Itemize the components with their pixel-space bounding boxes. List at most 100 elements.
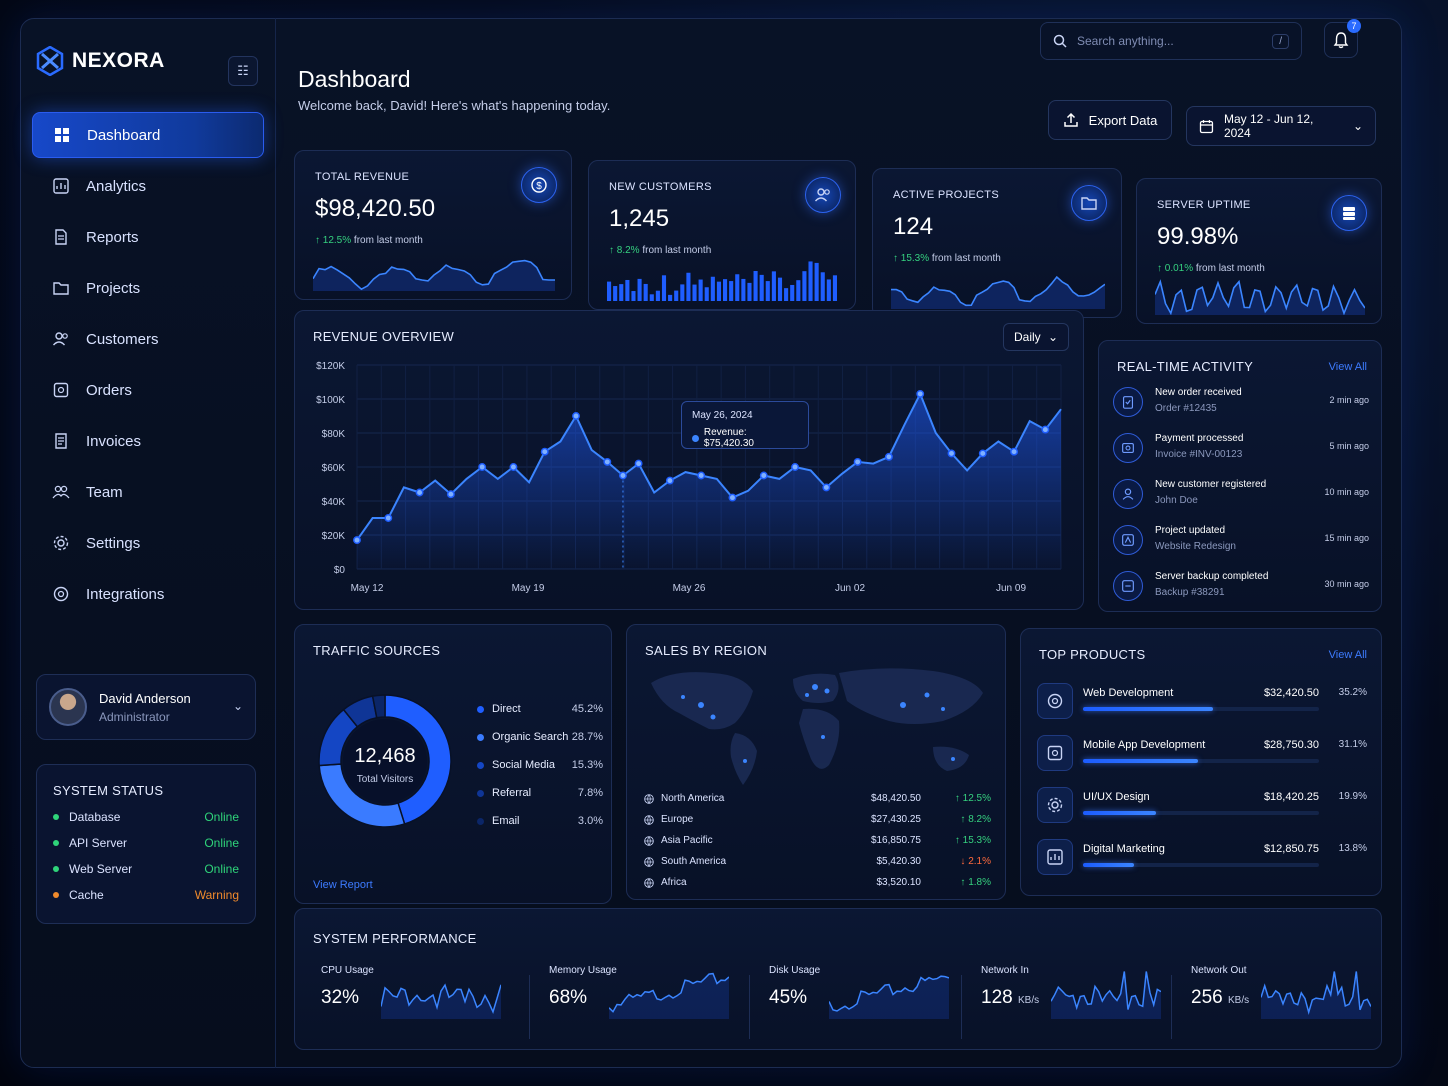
- data-point[interactable]: [1041, 425, 1050, 434]
- activity-item[interactable]: Server backup completed Backup #38291 30 m…: [1113, 569, 1369, 609]
- region-row[interactable]: Europe $27,430.25 ↑ 8.2%: [643, 814, 991, 830]
- sidebar-item-integrations[interactable]: Integrations: [32, 571, 264, 617]
- kpi-icon-badge[interactable]: [1331, 195, 1367, 231]
- status-value: Online: [204, 836, 239, 850]
- view-report-link[interactable]: View Report: [313, 879, 373, 891]
- data-point[interactable]: [415, 488, 424, 497]
- chevron-down-icon: ⌄: [232, 699, 243, 713]
- kpi-bar: [692, 284, 697, 301]
- region-row[interactable]: North America $48,420.50 ↑ 12.5%: [643, 793, 991, 809]
- data-point[interactable]: [1010, 447, 1019, 456]
- region-row[interactable]: South America $5,420.30 ↓ 2.1%: [643, 856, 991, 872]
- revenue-line-chart[interactable]: $0 $20K $40K $60K $80K $100K $120K May 12 May 19…: [295, 311, 1085, 611]
- legend-item-email[interactable]: Email 3.0%: [477, 815, 603, 827]
- search-input[interactable]: Search anything... /: [1040, 22, 1302, 60]
- activity-item[interactable]: Payment processed Invoice #INV-00123 5 min…: [1113, 431, 1369, 471]
- kpi-icon-badge[interactable]: [1071, 185, 1107, 221]
- region-delta: ↑ 8.2%: [960, 814, 991, 825]
- sidebar-item-reports[interactable]: Reports: [32, 214, 264, 260]
- sidebar-item-projects[interactable]: Projects: [32, 265, 264, 311]
- activity-item[interactable]: New order received Order #12435 2 min ago: [1113, 385, 1369, 425]
- product-row[interactable]: Web Development $32,420.50 35.2%: [1037, 683, 1367, 729]
- data-point[interactable]: [634, 459, 643, 468]
- activity-view-all-link[interactable]: View All: [1328, 361, 1367, 373]
- products-view-all-link[interactable]: View All: [1328, 649, 1367, 661]
- data-point[interactable]: [540, 447, 549, 456]
- search-shortcut: /: [1272, 33, 1289, 49]
- data-point[interactable]: [822, 483, 831, 492]
- data-point[interactable]: [509, 463, 518, 471]
- activity-subtitle: Order #12435: [1155, 403, 1217, 414]
- activity-item[interactable]: Project updated Website Redesign 15 min ag…: [1113, 523, 1369, 563]
- notification-badge: 7: [1347, 19, 1361, 33]
- grid-icon: [55, 128, 69, 142]
- data-point[interactable]: [478, 463, 487, 471]
- data-point[interactable]: [603, 457, 612, 466]
- main-content: Search anything... / 7 Dashboard Welcome…: [276, 18, 1402, 1068]
- status-name: Database: [69, 810, 121, 824]
- perf-item-network-in[interactable]: Network In 128 KB/s: [981, 965, 1171, 1055]
- legend-percent: 7.8%: [577, 787, 603, 799]
- product-row[interactable]: UI/UX Design $18,420.25 19.9%: [1037, 787, 1367, 833]
- data-point[interactable]: [853, 457, 862, 466]
- data-point[interactable]: [884, 452, 893, 461]
- data-point[interactable]: [353, 536, 361, 545]
- legend-item-social-media[interactable]: Social Media 15.3%: [477, 759, 603, 771]
- product-row[interactable]: Mobile App Development $28,750.30 31.1%: [1037, 735, 1367, 781]
- region-row[interactable]: Africa $3,520.10 ↑ 1.8%: [643, 877, 991, 893]
- logo[interactable]: NEXORA: [36, 46, 165, 76]
- date-range-picker[interactable]: May 12 - Jun 12, 2024 ⌄: [1186, 106, 1376, 146]
- sidebar-item-team[interactable]: Team: [32, 469, 264, 515]
- product-row[interactable]: Digital Marketing $12,850.75 13.8%: [1037, 839, 1367, 885]
- traffic-donut-chart[interactable]: [305, 681, 465, 841]
- donut-slice-direct[interactable]: [384, 694, 452, 825]
- legend-item-direct[interactable]: Direct 45.2%: [477, 703, 603, 715]
- kpi-icon-badge[interactable]: [805, 177, 841, 213]
- perf-item-cpu-usage[interactable]: CPU Usage 32%: [321, 965, 511, 1055]
- activity-item[interactable]: New customer registered John Doe 10 min ag…: [1113, 477, 1369, 517]
- donut-slice-email[interactable]: [371, 694, 386, 719]
- range-select[interactable]: Daily ⌄: [1003, 323, 1069, 351]
- y-tick-label: $80K: [322, 429, 346, 440]
- sidebar-item-dashboard[interactable]: Dashboard: [32, 112, 264, 158]
- data-point[interactable]: [916, 389, 925, 398]
- sidebar-item-settings[interactable]: Settings: [32, 520, 264, 566]
- perf-item-disk-usage[interactable]: Disk Usage 45%: [769, 965, 959, 1055]
- export-data-button[interactable]: Export Data: [1048, 100, 1172, 140]
- kpi-bar: [625, 279, 630, 301]
- upload-icon: [1063, 112, 1078, 127]
- data-point[interactable]: [665, 476, 674, 485]
- user-profile-card[interactable]: David Anderson Administrator ⌄: [36, 674, 256, 740]
- kpi-card-server-uptime: SERVER UPTIME 99.98% ↑ 0.01% from last mon…: [1136, 178, 1382, 324]
- data-point[interactable]: [791, 463, 799, 471]
- data-point[interactable]: [384, 514, 393, 522]
- legend-item-referral[interactable]: Referral 7.8%: [477, 787, 603, 799]
- sales-by-region-card: SALES BY REGION North America $48,420.50 ↑…: [626, 624, 1006, 900]
- data-point[interactable]: [446, 490, 455, 499]
- perf-item-memory-usage[interactable]: Memory Usage 68%: [549, 965, 739, 1055]
- data-point[interactable]: [728, 493, 737, 502]
- notifications-button[interactable]: 7: [1324, 19, 1361, 58]
- sidebar-item-customers[interactable]: Customers: [32, 316, 264, 362]
- data-point[interactable]: [572, 412, 580, 420]
- sidebar-item-orders[interactable]: Orders: [32, 367, 264, 413]
- region-row[interactable]: Asia Pacific $16,850.75 ↑ 15.3%: [643, 835, 991, 851]
- region-value: $27,430.25: [870, 814, 921, 825]
- kpi-bar: [613, 286, 618, 301]
- world-map[interactable]: [643, 661, 991, 791]
- perf-item-network-out[interactable]: Network Out 256 KB/s: [1191, 965, 1381, 1055]
- status-left: Cache: [53, 888, 104, 902]
- kpi-delta-text: from last month: [353, 235, 423, 246]
- sidebar-item-invoices[interactable]: Invoices: [32, 418, 264, 464]
- data-point[interactable]: [619, 471, 627, 480]
- product-name: UI/UX Design: [1083, 791, 1150, 803]
- data-point[interactable]: [697, 471, 706, 480]
- data-point[interactable]: [947, 449, 956, 458]
- sidebar-item-analytics[interactable]: Analytics: [32, 163, 264, 209]
- kpi-icon-badge[interactable]: $: [521, 167, 557, 203]
- legend-item-organic-search[interactable]: Organic Search 28.7%: [477, 731, 603, 743]
- collapse-sidebar-button[interactable]: ☷: [228, 56, 258, 86]
- data-point[interactable]: [978, 449, 987, 458]
- data-point[interactable]: [759, 471, 768, 480]
- nav-icon-wrap: [52, 279, 70, 297]
